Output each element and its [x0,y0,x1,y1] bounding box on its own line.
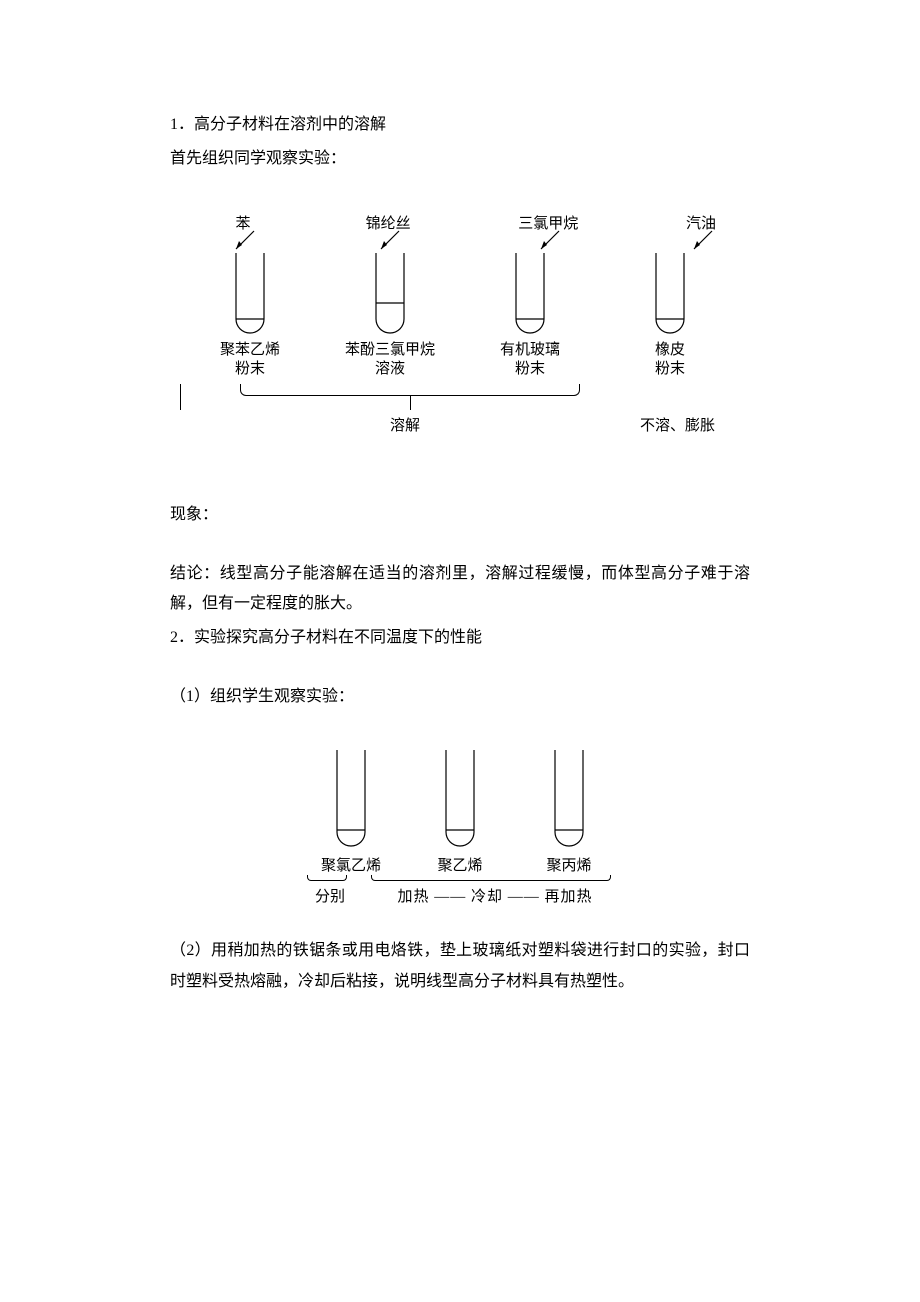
d2-tube-label-1: 聚乙烯 [410,854,510,875]
d1-tube-label: 有机玻璃粉末 [500,341,560,379]
test-tube-icon [654,251,686,335]
document-page: 1．高分子材料在溶剂中的溶解 首先组织同学观察实验： 苯 锦纶丝 三氯甲烷 汽油… [0,0,920,1081]
paragraph-1: 1．高分子材料在溶剂中的溶解 [170,110,750,140]
test-tube-icon [374,251,406,335]
test-tube-icon [514,251,546,335]
d2-tube-label-2: 聚丙烯 [519,854,619,875]
d1-result-1: 溶解 [390,414,420,435]
d2-tube-2 [519,748,619,848]
d1-tube-3: 橡皮粉末 [610,251,730,379]
d2-tube-0 [301,748,401,848]
d1-tube-label: 苯酚三氯甲烷溶液 [345,341,435,379]
test-tube-icon [234,251,266,335]
brace-left [240,384,580,396]
test-tube-icon [444,748,476,848]
test-tube-icon [335,748,367,848]
d2-process-text: 加热 —— 冷却 —— 再加热 [397,889,592,905]
paragraph-5: 2．实验探究高分子材料在不同温度下的性能 [170,623,750,653]
d1-tube-label: 聚苯乙烯粉末 [220,341,280,379]
d1-solvent-2: 三氯甲烷 [518,212,578,255]
diagram-temperature-experiment: 聚氯乙烯聚乙烯聚丙烯 分别 加热 —— 冷却 —— 再加热 [295,748,625,906]
d2-process: 加热 —— 冷却 —— 再加热 [365,879,625,906]
big-brace-icon [371,875,611,881]
test-tube-icon [553,748,585,848]
paragraph-6: （1）组织学生观察实验： [170,682,750,712]
d2-sep-label: 分别 [295,879,365,906]
d1-solvent-row: 苯 锦纶丝 三氯甲烷 汽油 [180,215,740,255]
d1-tube-label: 橡皮粉末 [655,341,685,379]
d2-label-row: 聚氯乙烯聚乙烯聚丙烯 [295,854,625,875]
paragraph-4: 结论：线型高分子能溶解在适当的溶剂里，溶解过程缓慢，而体型高分子难于溶解，但有一… [170,559,750,620]
d1-solvent-1: 锦纶丝 [366,212,411,255]
paragraph-3: 现象： [170,500,750,530]
mini-brace-icon [307,875,347,881]
diagram-solvent-experiment: 苯 锦纶丝 三氯甲烷 汽油 聚苯乙烯粉末 苯酚三氯甲烷溶液 有机玻璃粉末 橡皮粉… [180,215,740,455]
d1-solvent-3: 汽油 [686,212,716,255]
d1-connect: 溶解 不溶、膨胀 [180,384,740,454]
d1-result-2: 不溶、膨胀 [640,414,715,435]
paragraph-2: 首先组织同学观察实验： [170,144,750,174]
d1-solvent-0: 苯 [228,212,258,255]
paragraph-7: （2）用稍加热的铁锯条或用电烙铁，垫上玻璃纸对塑料袋进行封口的实验，封口时塑料受… [170,936,750,997]
d1-tube-2: 有机玻璃粉末 [470,251,590,379]
d2-separate: 分别 [295,879,365,906]
brace-stem [410,396,411,410]
d2-tube-label-0: 聚氯乙烯 [301,854,401,875]
d1-tube-1: 苯酚三氯甲烷溶液 [330,251,450,379]
d1-tube-0: 聚苯乙烯粉末 [190,251,310,379]
d1-tube-row: 聚苯乙烯粉末 苯酚三氯甲烷溶液 有机玻璃粉末 橡皮粉末 [180,251,740,379]
d2-bottom-row: 分别 加热 —— 冷却 —— 再加热 [295,879,625,906]
brace-right-line [180,384,182,410]
d2-tube-1 [410,748,510,848]
d2-tube-row [295,748,625,848]
